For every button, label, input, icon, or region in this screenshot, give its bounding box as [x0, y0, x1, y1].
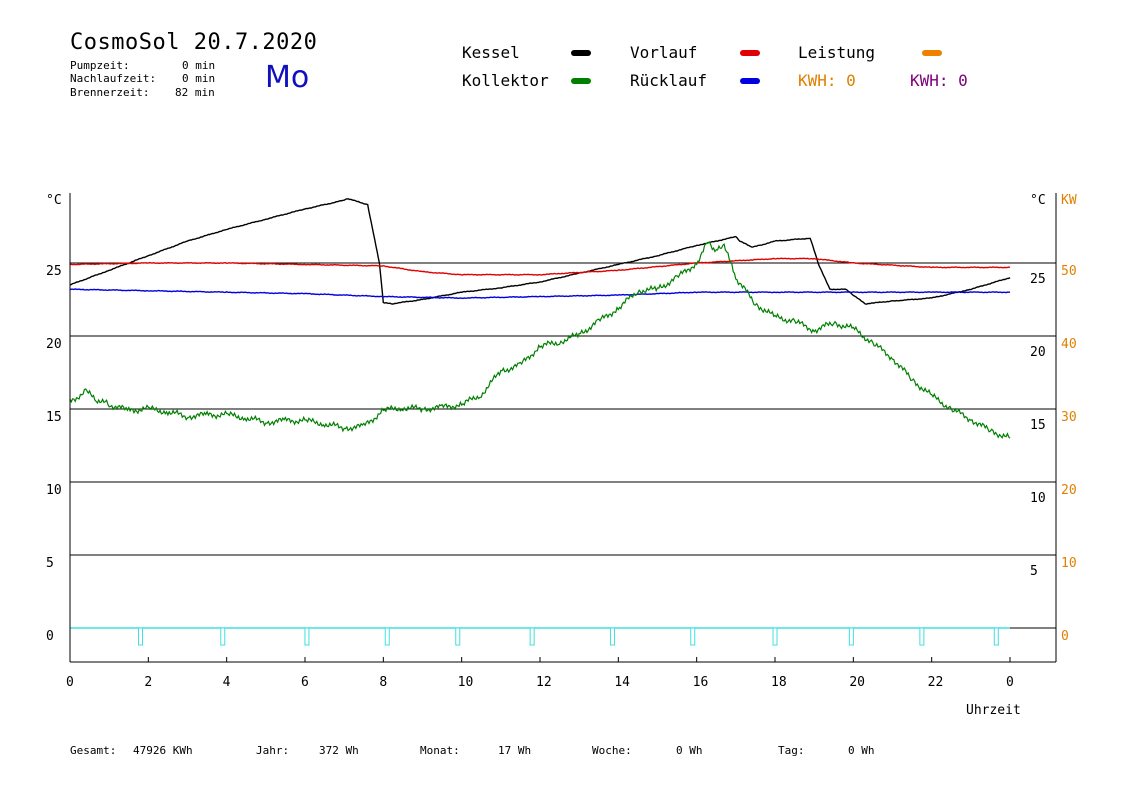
y-tick-right-temp: 20 [1030, 345, 1046, 360]
series-line-kollektor [69, 241, 1011, 439]
legend-kollektor-label: Kollektor [462, 71, 549, 90]
y-tick-left: 20 [46, 337, 62, 352]
legend-ruecklauf-label: Rücklauf [630, 71, 708, 90]
footer-monat-label: Monat: [420, 744, 460, 757]
y-tick-right-power: 50 [1061, 264, 1077, 279]
weekday-label: Mo [265, 60, 310, 95]
y-tick-right-power: 30 [1061, 410, 1077, 425]
y-tick-right-temp: 15 [1030, 418, 1046, 433]
legend-leistung-swatch [922, 50, 942, 56]
pump-marker [304, 627, 310, 646]
pump-marker [993, 627, 999, 646]
y-axis-left-unit: °C [46, 193, 62, 208]
footer-woche-label: Woche: [592, 744, 632, 757]
x-tick-label: 2 [144, 675, 152, 690]
footer-gesamt-value: 47926 KWh [133, 744, 193, 757]
pump-marker [384, 627, 390, 646]
x-tick-label: 18 [771, 675, 787, 690]
stat-nachlaufzeit-value: 0 min [182, 72, 216, 85]
pump-marker [455, 627, 461, 646]
x-tick-label: 0 [1006, 675, 1014, 690]
legend-kollektor-swatch [571, 78, 591, 84]
footer-tag-value: 0 Wh [848, 744, 875, 757]
page-title: CosmoSol 20.7.2020 [70, 30, 318, 55]
y-tick-right-power: 40 [1061, 337, 1077, 352]
y-tick-left: 0 [46, 629, 54, 644]
pump-marker [690, 627, 696, 646]
stat-brennerzeit-label: Brennerzeit: [70, 86, 150, 99]
legend-kessel-swatch [571, 50, 591, 56]
series-line-vorlauf [69, 257, 1011, 276]
x-tick-label: 6 [301, 675, 309, 690]
footer-jahr-value: 372 Wh [319, 744, 359, 757]
y-tick-right-temp: 5 [1030, 564, 1038, 579]
x-tick-label: 22 [928, 675, 944, 690]
legend-ruecklauf-swatch [740, 78, 760, 84]
y-tick-left: 10 [46, 483, 62, 498]
footer-tag-label: Tag: [778, 744, 805, 757]
x-tick-label: 12 [536, 675, 552, 690]
y-axis-right-temp-unit: °C [1030, 193, 1046, 208]
series-line-ruecklauf [69, 288, 1010, 300]
x-tick-label: 16 [693, 675, 709, 690]
legend-leistung-label: Leistung [798, 43, 876, 62]
y-tick-right-temp: 10 [1030, 491, 1046, 506]
footer-jahr-label: Jahr: [256, 744, 290, 757]
pump-marker [529, 627, 535, 646]
pump-marker [772, 627, 778, 646]
stat-brennerzeit-value: 82 min [175, 86, 215, 99]
series-line-kessel [69, 198, 1011, 305]
x-axis-label: Uhrzeit [966, 703, 1021, 718]
y-tick-right-power: 10 [1061, 556, 1077, 571]
y-tick-right-power: 0 [1061, 629, 1069, 644]
footer-woche-value: 0 Wh [676, 744, 703, 757]
y-tick-left: 5 [46, 556, 54, 571]
x-tick-label: 20 [849, 675, 865, 690]
pump-marker [848, 627, 854, 646]
footer-gesamt-label: Gesamt: [70, 744, 117, 757]
pump-marker [919, 627, 925, 646]
x-tick-label: 8 [379, 675, 387, 690]
stat-pumpzeit-label: Pumpzeit: [70, 59, 130, 72]
kwh-leistung-text: KWH: 0 [798, 71, 856, 90]
y-tick-left: 25 [46, 264, 62, 279]
pump-marker [609, 627, 615, 646]
y-tick-right-power: 20 [1061, 483, 1077, 498]
legend-vorlauf-label: Vorlauf [630, 43, 698, 62]
pump-marker [220, 627, 226, 646]
stat-nachlaufzeit-label: Nachlaufzeit: [70, 72, 157, 85]
x-tick-label: 0 [66, 675, 74, 690]
footer-monat-value: 17 Wh [498, 744, 532, 757]
y-tick-right-temp: 25 [1030, 272, 1046, 287]
y-tick-left: 15 [46, 410, 62, 425]
legend-vorlauf-swatch [740, 50, 760, 56]
pump-marker [138, 627, 143, 646]
stat-pumpzeit-value: 0 min [182, 59, 216, 72]
y-axis-right-power-unit: KW [1061, 193, 1077, 208]
legend-kessel-label: Kessel [462, 43, 520, 62]
x-tick-label: 4 [223, 675, 231, 690]
x-tick-label: 14 [614, 675, 630, 690]
x-tick-label: 10 [458, 675, 474, 690]
kwh-total-text: KWH: 0 [910, 71, 968, 90]
